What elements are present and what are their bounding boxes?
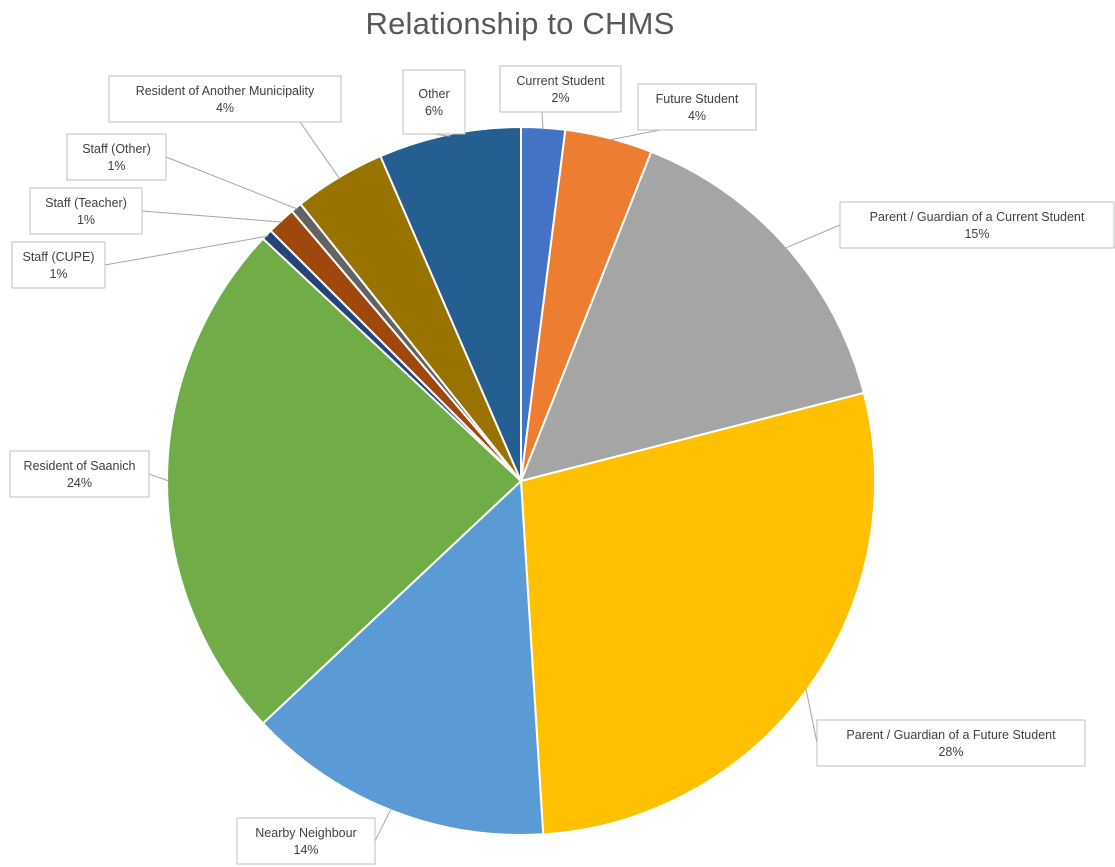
data-label-category: Staff (Other) <box>82 142 151 156</box>
data-label-percent: 6% <box>425 104 443 118</box>
data-label-percent: 24% <box>67 476 92 490</box>
leader-line-staff-other <box>165 156 298 210</box>
data-label-staff-other: Staff (Other) 1% <box>66 133 167 181</box>
data-label-box <box>29 187 143 235</box>
slices-layer <box>166 125 876 836</box>
chart-title: Relationship to CHMS <box>365 6 675 41</box>
data-label-current-student: Current Student 2% <box>499 65 622 113</box>
pie-slice-parent-guardian-of-a-current-student <box>519 150 866 483</box>
data-label-nearby-neighbour: Nearby Neighbour 14% <box>236 817 376 865</box>
leader-lines-layer <box>104 111 841 842</box>
data-label-resident-of-saanich: Resident of Saanich 24% <box>9 450 150 498</box>
data-label-staff-teacher: Staff (Teacher) 1% <box>29 187 143 235</box>
leader-line-resident-of-saanich <box>148 473 170 482</box>
data-label-box <box>816 719 1086 767</box>
data-label-category: Resident of Another Municipality <box>136 84 315 98</box>
data-label-resident-of-another-municipality: Resident of Another Municipality 4% <box>108 75 342 123</box>
data-label-percent: 1% <box>77 213 95 227</box>
data-label-category: Parent / Guardian of a Future Student <box>846 728 1056 742</box>
leader-line-current-student <box>541 111 544 130</box>
data-label-category: Nearby Neighbour <box>255 826 356 840</box>
data-label-percent: 15% <box>964 227 989 241</box>
data-label-future-student: Future Student 4% <box>637 83 757 131</box>
leader-line-staff-teacher <box>141 210 283 223</box>
data-label-box <box>839 201 1115 249</box>
data-label-percent: 4% <box>216 101 234 115</box>
leader-line-parent-guardian-of-a-future-student <box>805 687 818 744</box>
data-label-box <box>11 241 106 289</box>
leader-line-resident-of-another-municipality <box>299 121 341 180</box>
data-label-box <box>66 133 167 181</box>
data-label-box <box>9 450 150 498</box>
data-label-category: Parent / Guardian of a Current Student <box>870 210 1085 224</box>
data-labels-layer: Current Student 2% Future Student 4% Parent … <box>9 65 1115 865</box>
data-label-percent: 2% <box>551 91 569 105</box>
leader-line-future-student <box>608 129 661 141</box>
data-label-parent-guardian-of-a-current-student: Parent / Guardian of a Current Student 15… <box>839 201 1115 249</box>
data-label-other: Other 6% <box>402 69 466 135</box>
data-label-box <box>402 69 466 135</box>
data-label-category: Resident of Saanich <box>24 459 136 473</box>
data-label-box <box>236 817 376 865</box>
data-label-parent-guardian-of-a-future-student: Parent / Guardian of a Future Student 28% <box>816 719 1086 767</box>
data-label-percent: 1% <box>49 267 67 281</box>
data-label-box <box>637 83 757 131</box>
leader-line-staff-cupe <box>104 235 269 266</box>
pie-slice-parent-guardian-of-a-future-student <box>519 391 876 836</box>
leader-line-nearby-neighbour <box>374 808 392 842</box>
leader-line-parent-guardian-of-a-current-student <box>784 224 841 249</box>
data-label-category: Current Student <box>516 74 605 88</box>
data-label-percent: 4% <box>688 109 706 123</box>
data-label-category: Staff (CUPE) <box>22 250 94 264</box>
data-label-percent: 1% <box>107 159 125 173</box>
data-label-box <box>108 75 342 123</box>
data-label-staff-cupe: Staff (CUPE) 1% <box>11 241 106 289</box>
data-label-category: Future Student <box>656 92 739 106</box>
data-label-box <box>499 65 622 113</box>
pie-slice-resident-of-saanich <box>166 237 523 725</box>
data-label-percent: 14% <box>293 843 318 857</box>
data-label-percent: 28% <box>938 745 963 759</box>
data-label-category: Staff (Teacher) <box>45 196 127 210</box>
data-label-category: Other <box>418 87 449 101</box>
